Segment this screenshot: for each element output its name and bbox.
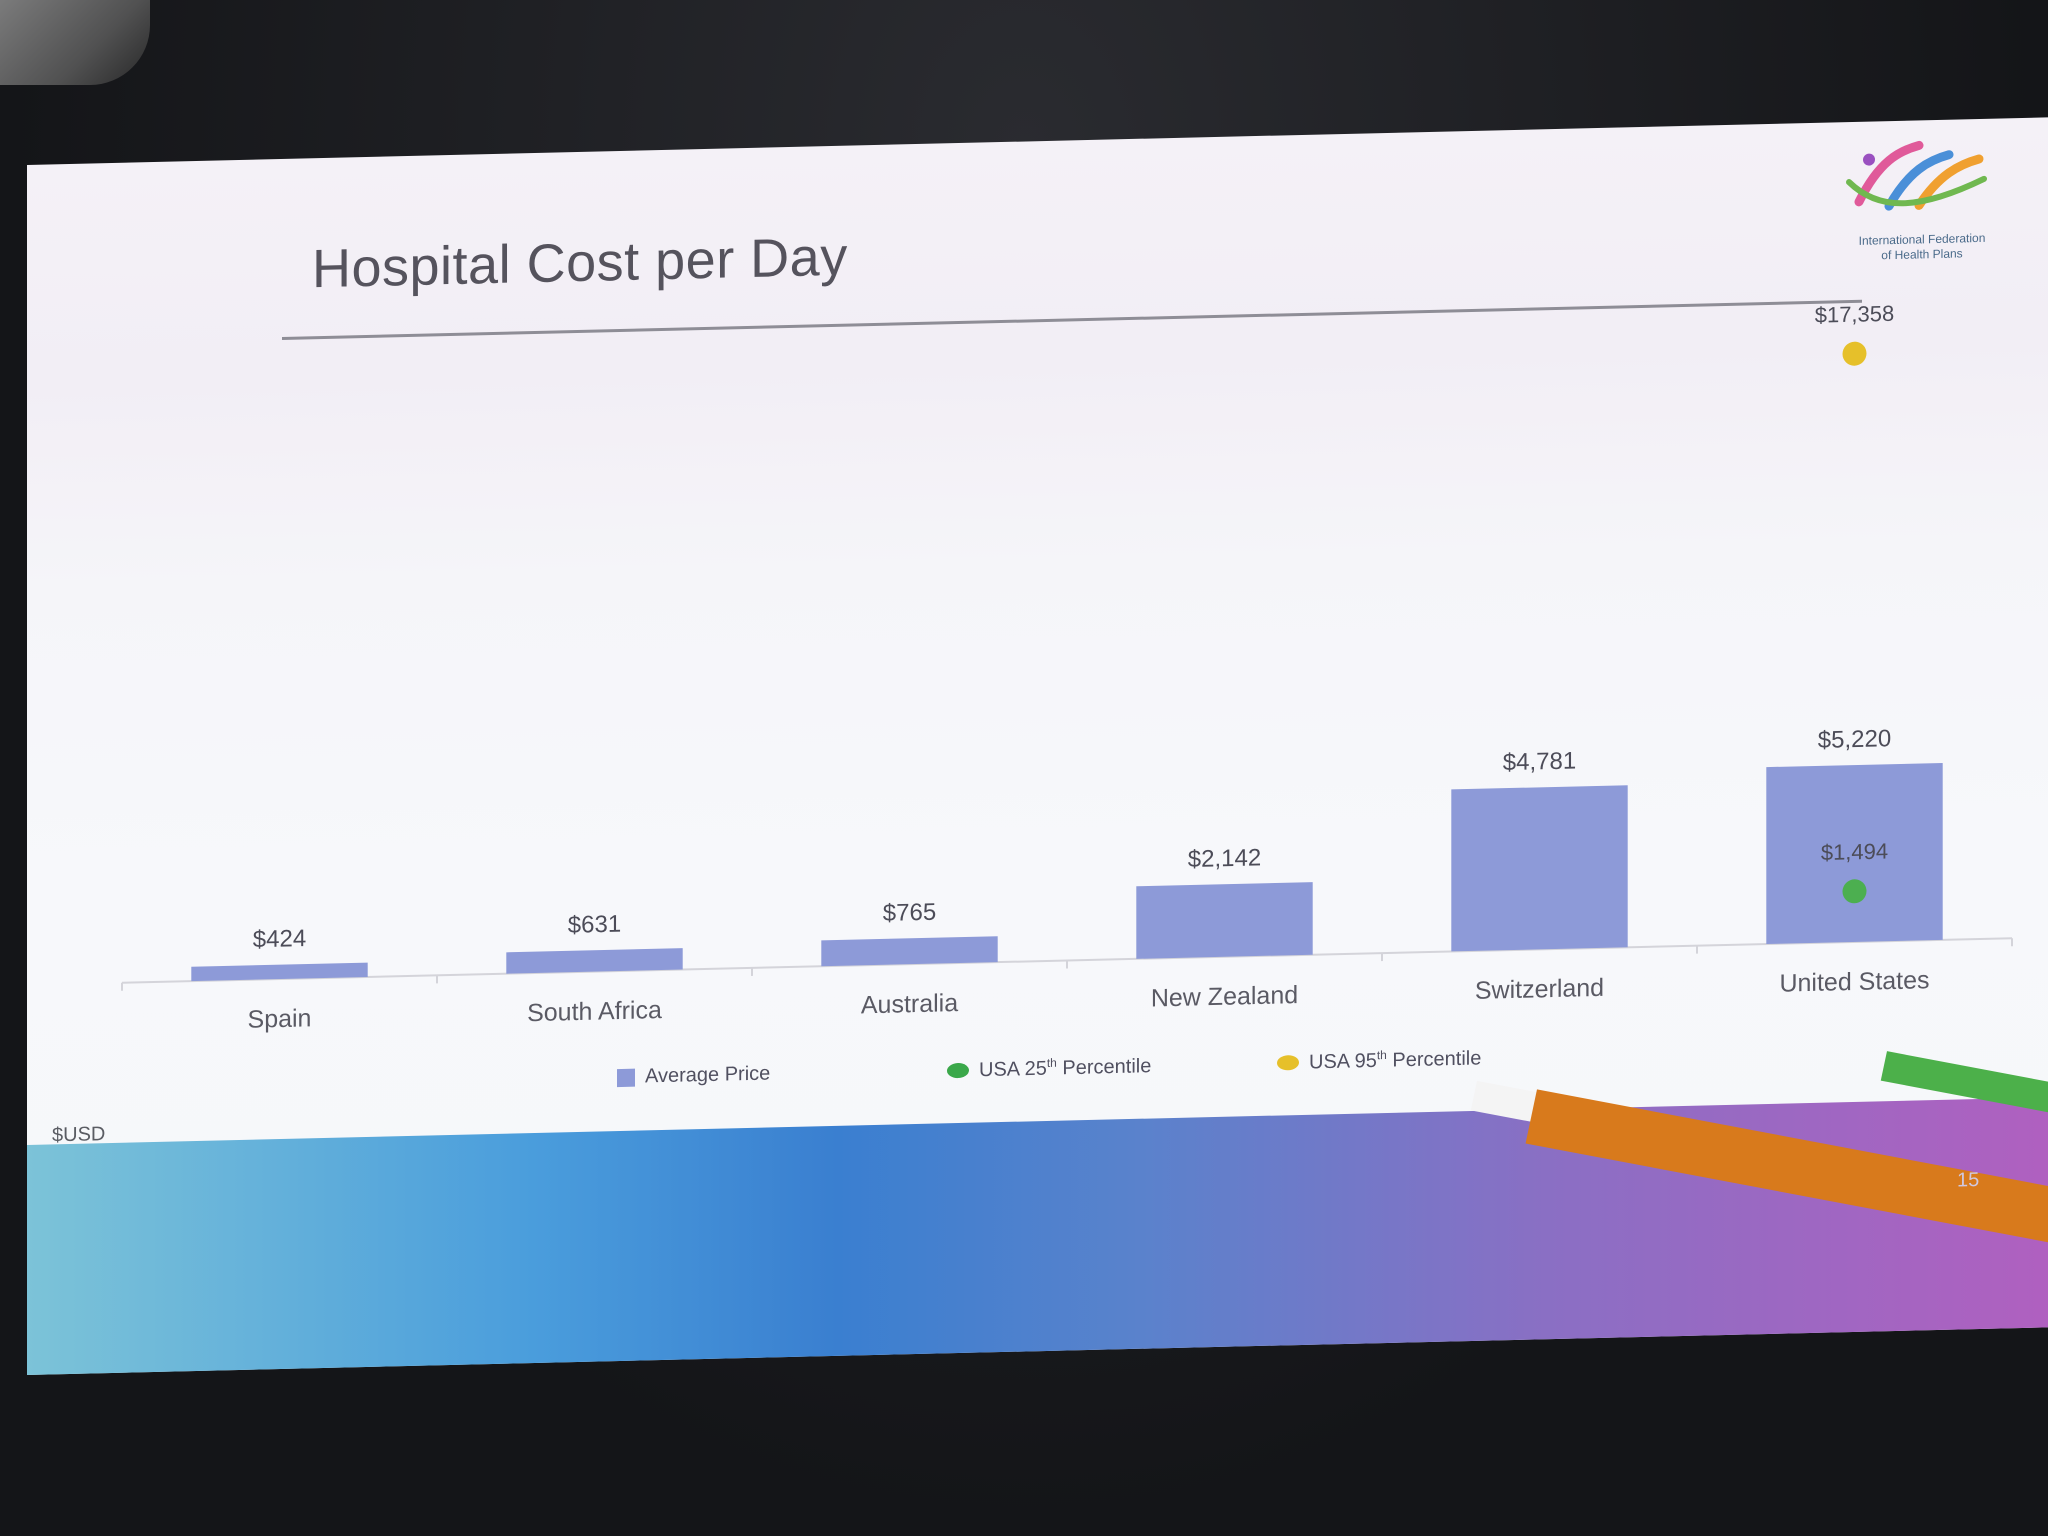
- bar-value-label-new-zealand: $2,142: [1188, 844, 1261, 873]
- legend-item-usa-95th: USA 95th Percentile: [1277, 1046, 1481, 1075]
- bar-united-states: [1766, 762, 1943, 945]
- legend-item-usa-25th: USA 25th Percentile: [947, 1054, 1151, 1083]
- corner-glare: [0, 0, 150, 85]
- legend-swatch-usa-95th: [1277, 1054, 1299, 1071]
- presentation-slide: Hospital Cost per Day International Fede…: [27, 117, 2048, 1376]
- bar-australia: [821, 936, 998, 967]
- bar-value-label-united-states: $5,220: [1818, 725, 1891, 754]
- point-label-usa-25th-percentile: $1,494: [1821, 839, 1888, 866]
- legend-item-average-price: Average Price: [617, 1062, 770, 1089]
- legend-label-usa-95th: USA 95th Percentile: [1309, 1047, 1482, 1074]
- bar-chart: $424 Spain $631 South Africa $765 Australia $2…: [121, 301, 2013, 1034]
- legend-label-average-price: Average Price: [645, 1062, 771, 1088]
- bar-value-label-south-africa: $631: [568, 911, 621, 939]
- bar-new-zealand: [1136, 882, 1313, 959]
- bar-value-label-spain: $424: [253, 925, 306, 953]
- bar-value-label-australia: $765: [883, 899, 936, 927]
- bar-south-africa: [506, 948, 683, 974]
- category-label-australia: Australia: [861, 989, 958, 1019]
- category-label-south-africa: South Africa: [527, 996, 662, 1027]
- bar-switzerland: [1451, 785, 1628, 952]
- point-label-usa-95th-percentile: $17,358: [1815, 301, 1895, 328]
- category-label-united-states: United States: [1779, 966, 1929, 998]
- bar-spain: [191, 962, 368, 982]
- category-label-new-zealand: New Zealand: [1151, 981, 1298, 1012]
- category-label-switzerland: Switzerland: [1475, 974, 1604, 1005]
- bar-value-label-switzerland: $4,781: [1503, 747, 1576, 776]
- legend-swatch-average-price: [617, 1068, 635, 1087]
- legend-label-usa-25th: USA 25th Percentile: [979, 1055, 1152, 1082]
- ifhp-logo: International Federation of Health Plans: [1827, 138, 2017, 282]
- legend-swatch-usa-25th: [947, 1062, 969, 1079]
- point-usa-25th-percentile-united-states: [1842, 879, 1867, 904]
- point-usa-95th-percentile-united-states: [1842, 341, 1867, 366]
- ifhp-logo-mark: [1846, 140, 1987, 211]
- category-label-spain: Spain: [248, 1004, 312, 1034]
- page-number: 15: [1957, 1168, 1980, 1192]
